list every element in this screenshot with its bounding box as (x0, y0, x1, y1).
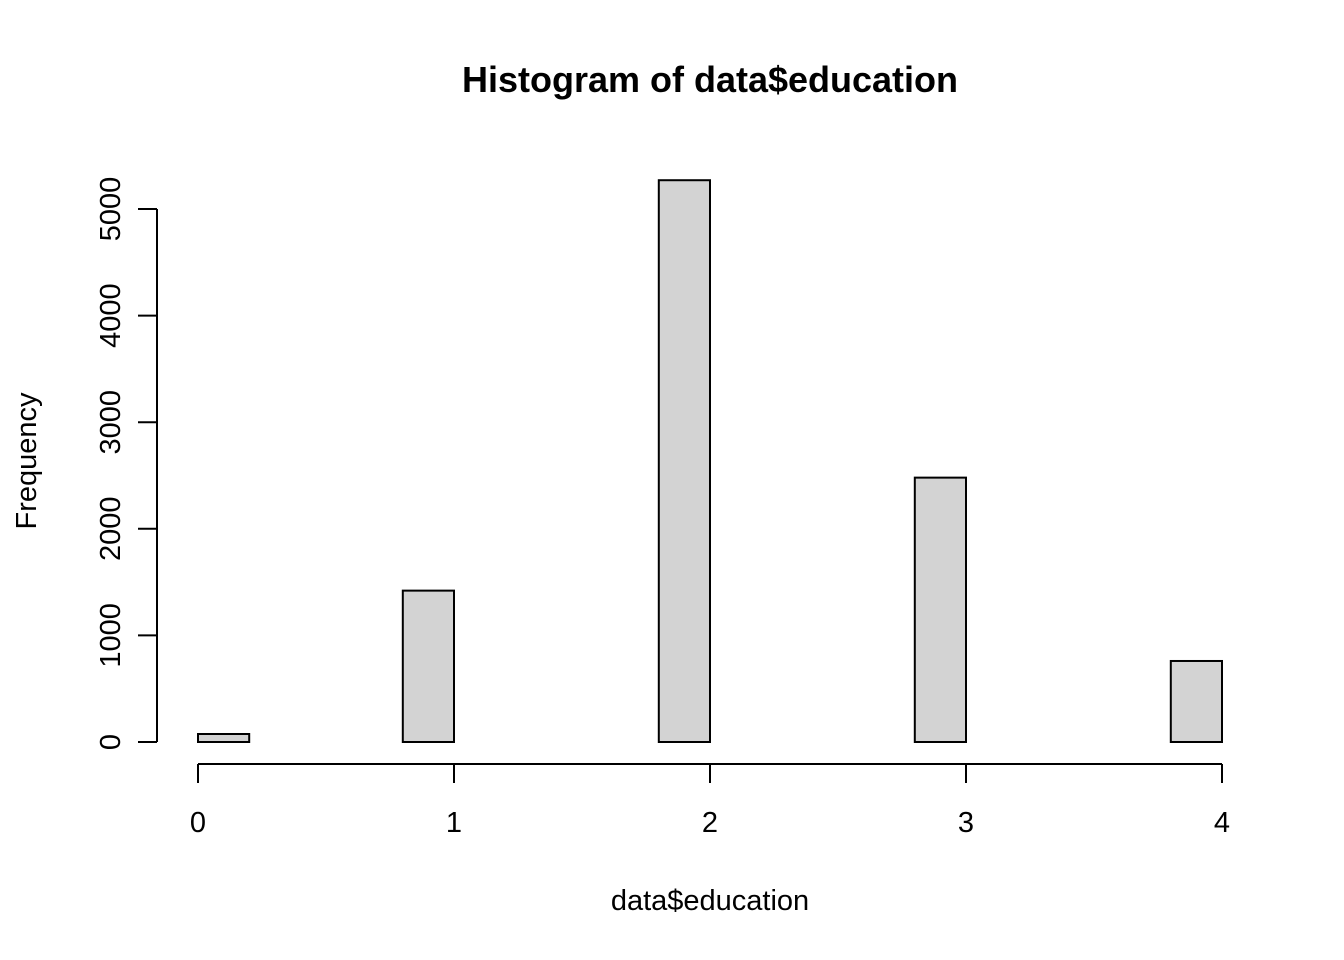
y-tick-label: 0 (95, 734, 127, 750)
y-tick-label: 2000 (95, 497, 127, 562)
y-tick-label: 5000 (95, 177, 127, 242)
histogram-bar (913, 476, 967, 743)
x-tick-label: 3 (958, 807, 974, 839)
y-tick-label: 3000 (95, 390, 127, 455)
x-tick-label: 4 (1214, 807, 1230, 839)
chart-title: Histogram of data$education (462, 59, 958, 100)
histogram-bar (401, 589, 455, 743)
y-tick-label: 4000 (95, 283, 127, 348)
x-tick-label: 1 (446, 807, 462, 839)
x-tick-label: 0 (190, 807, 206, 839)
y-tick-label: 1000 (95, 603, 127, 668)
histogram-bar (1169, 659, 1224, 744)
histogram-bar (657, 179, 711, 743)
histogram-bar (197, 733, 251, 744)
x-axis-label: data$education (611, 885, 809, 917)
x-tick-label: 2 (702, 807, 718, 839)
x-axis: 0 1 2 3 4 (190, 763, 1230, 839)
y-axis: 0 1000 2000 3000 4000 5000 (95, 177, 158, 750)
y-axis-label: Frequency (11, 392, 43, 530)
histogram-bars (197, 179, 1224, 744)
